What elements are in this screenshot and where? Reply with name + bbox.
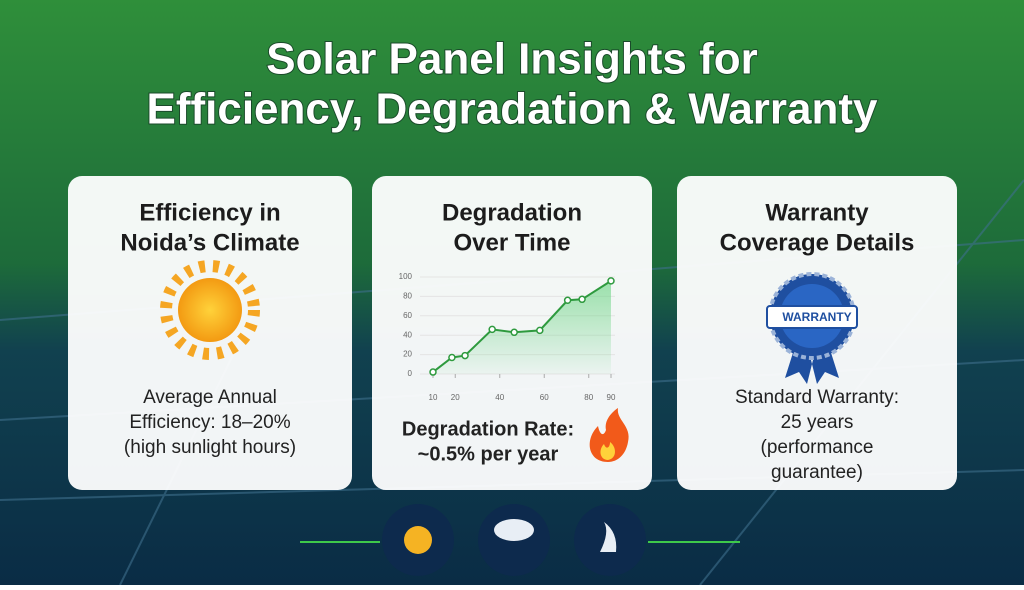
card-title: Efficiency in bbox=[139, 199, 280, 226]
y-tick-label: 100 bbox=[399, 272, 413, 281]
card-body: Average Annual bbox=[143, 387, 277, 408]
point bbox=[536, 326, 544, 335]
point bbox=[429, 368, 437, 376]
y-tick-label: 40 bbox=[403, 330, 412, 339]
y-tick-label: 0 bbox=[408, 369, 413, 378]
title: Efficiency, Degradation & Warranty bbox=[146, 85, 878, 134]
card-title: Coverage Details bbox=[720, 229, 915, 256]
x-tick-label: 90 bbox=[607, 393, 616, 402]
y-tick-label: 60 bbox=[403, 311, 412, 320]
area bbox=[433, 280, 611, 374]
card-body: Degradation Rate: bbox=[402, 418, 574, 440]
badge-label: WARRANTY bbox=[782, 310, 851, 324]
x-tick-label: 10 bbox=[429, 393, 438, 402]
point bbox=[510, 328, 518, 337]
x-tick-label: 60 bbox=[540, 393, 549, 402]
card-body: (high sunlight hours) bbox=[124, 437, 296, 458]
point bbox=[461, 351, 469, 360]
card-body: guarantee) bbox=[771, 462, 863, 483]
x-tick-label: 80 bbox=[584, 393, 593, 402]
card-body: Efficiency: 18–20% bbox=[129, 412, 290, 433]
card-title: Over Time bbox=[454, 229, 571, 256]
point bbox=[488, 325, 496, 334]
warranty-badge bbox=[766, 272, 858, 384]
card-title: Noida’s Climate bbox=[120, 229, 299, 256]
card-body: 25 years bbox=[781, 412, 854, 433]
card-body: ~0.5% per year bbox=[418, 443, 559, 465]
point bbox=[607, 277, 615, 285]
card-title: Warranty bbox=[765, 199, 869, 226]
point bbox=[563, 296, 572, 305]
sun-icon bbox=[160, 260, 260, 360]
card-body: (performance bbox=[761, 437, 874, 458]
x-tick-label: 20 bbox=[451, 393, 460, 402]
card-body: Standard Warranty: bbox=[735, 387, 899, 408]
flame-icon bbox=[589, 408, 629, 462]
y-tick-label: 20 bbox=[403, 350, 412, 359]
point bbox=[578, 295, 586, 304]
title: Solar Panel Insights for bbox=[266, 35, 757, 84]
bottom-icons bbox=[300, 504, 740, 576]
y-tick-label: 80 bbox=[403, 292, 412, 301]
card-title: Degradation bbox=[442, 199, 582, 226]
point bbox=[448, 353, 456, 362]
x-tick-label: 40 bbox=[495, 393, 504, 402]
